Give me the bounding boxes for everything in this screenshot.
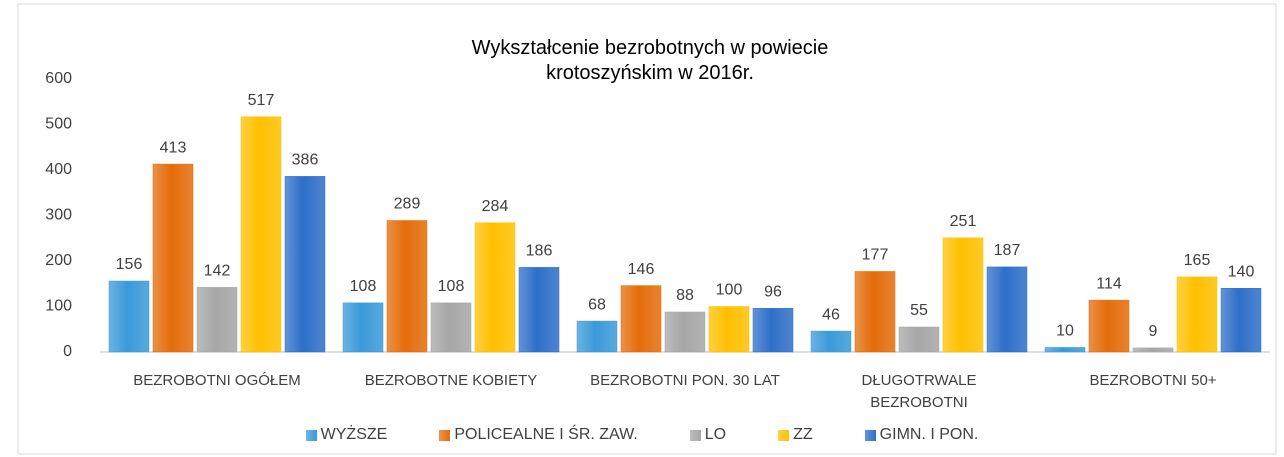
data-label: 284 <box>482 198 509 215</box>
data-label: 142 <box>204 263 231 280</box>
legend-label: LO <box>704 426 727 443</box>
bar <box>986 266 1028 353</box>
data-label: 165 <box>1184 252 1211 269</box>
data-label: 186 <box>526 243 553 260</box>
data-label: 100 <box>716 282 743 299</box>
chart-border <box>17 3 1277 455</box>
bar <box>474 222 516 353</box>
bar <box>576 320 618 353</box>
legend-swatch <box>778 429 790 441</box>
x-tick-label: BEZROBOTNI 50+ <box>1089 372 1217 389</box>
bar <box>1044 347 1086 353</box>
data-label: 55 <box>910 302 928 319</box>
data-label: 108 <box>438 278 465 295</box>
bar <box>1220 288 1262 353</box>
x-tick-label: BEZROBOTNI OGÓŁEM <box>133 372 301 389</box>
data-label: 146 <box>628 261 655 278</box>
data-label: 251 <box>950 213 977 230</box>
data-label: 88 <box>676 287 694 304</box>
legend-swatch <box>439 429 451 441</box>
bar <box>810 330 852 353</box>
bar <box>854 271 896 353</box>
bar <box>108 280 150 353</box>
legend-label: ZZ <box>793 426 813 443</box>
data-label: 10 <box>1056 323 1074 340</box>
y-tick-label: 300 <box>45 207 72 224</box>
data-label: 114 <box>1096 275 1122 292</box>
bar <box>518 267 560 353</box>
data-label: 177 <box>862 247 889 264</box>
data-label: 68 <box>588 296 606 313</box>
data-label: 140 <box>1228 264 1255 281</box>
legend-swatch <box>305 429 317 441</box>
data-label: 156 <box>116 256 143 273</box>
data-label: 413 <box>160 139 187 156</box>
x-tick-label: BEZROBOTNE KOBIETY <box>364 372 538 389</box>
legend-label: WYŻSZE <box>320 426 388 443</box>
bar <box>1176 276 1218 353</box>
legend-swatch <box>689 429 701 441</box>
legend-item: LO <box>689 426 727 444</box>
bar <box>430 302 472 353</box>
data-label: 517 <box>248 92 275 109</box>
legend-swatch <box>864 429 876 441</box>
legend: WYŻSZE POLICEALNE I ŚR. ZAW. LO ZZ GIMN. I P… <box>0 426 1284 444</box>
data-label: 108 <box>350 278 377 295</box>
y-tick-label: 200 <box>45 252 72 269</box>
bar <box>284 176 326 353</box>
legend-item: WYŻSZE <box>305 426 388 444</box>
y-tick-label: 400 <box>45 161 72 178</box>
y-tick-label: 500 <box>45 116 72 133</box>
bar <box>752 308 794 353</box>
data-label: 9 <box>1149 323 1158 340</box>
bar <box>196 287 238 353</box>
x-tick-label: DŁUGOTRWALE BEZROBOTNI <box>861 372 977 411</box>
data-label: 96 <box>764 284 782 301</box>
bar <box>620 285 662 353</box>
bar <box>386 220 428 353</box>
bar <box>342 302 384 353</box>
bar <box>942 237 984 353</box>
bar <box>708 306 750 353</box>
legend-label: POLICEALNE I ŚR. ZAW. <box>454 426 638 443</box>
data-label: 386 <box>292 152 319 169</box>
legend-item: ZZ <box>778 426 813 444</box>
x-tick-label: BEZROBOTNI PON. 30 LAT <box>590 372 780 389</box>
bar <box>152 163 194 353</box>
bar <box>1088 299 1130 353</box>
chart-title: Wykształcenie bezrobotnych w powiecie kr… <box>471 37 829 84</box>
y-tick-label: 0 <box>63 343 72 360</box>
legend-label: GIMN. I PON. <box>879 426 979 443</box>
y-tick-label: 100 <box>45 298 72 315</box>
legend-item: POLICEALNE I ŚR. ZAW. <box>439 426 638 444</box>
y-tick-label: 600 <box>45 70 72 87</box>
bar <box>1132 347 1174 353</box>
data-label: 187 <box>994 242 1021 259</box>
data-label: 289 <box>394 196 421 213</box>
data-label: 46 <box>822 306 840 323</box>
bar <box>240 116 282 353</box>
legend-item: GIMN. I PON. <box>864 426 979 444</box>
bar <box>898 326 940 353</box>
bar <box>664 311 706 353</box>
